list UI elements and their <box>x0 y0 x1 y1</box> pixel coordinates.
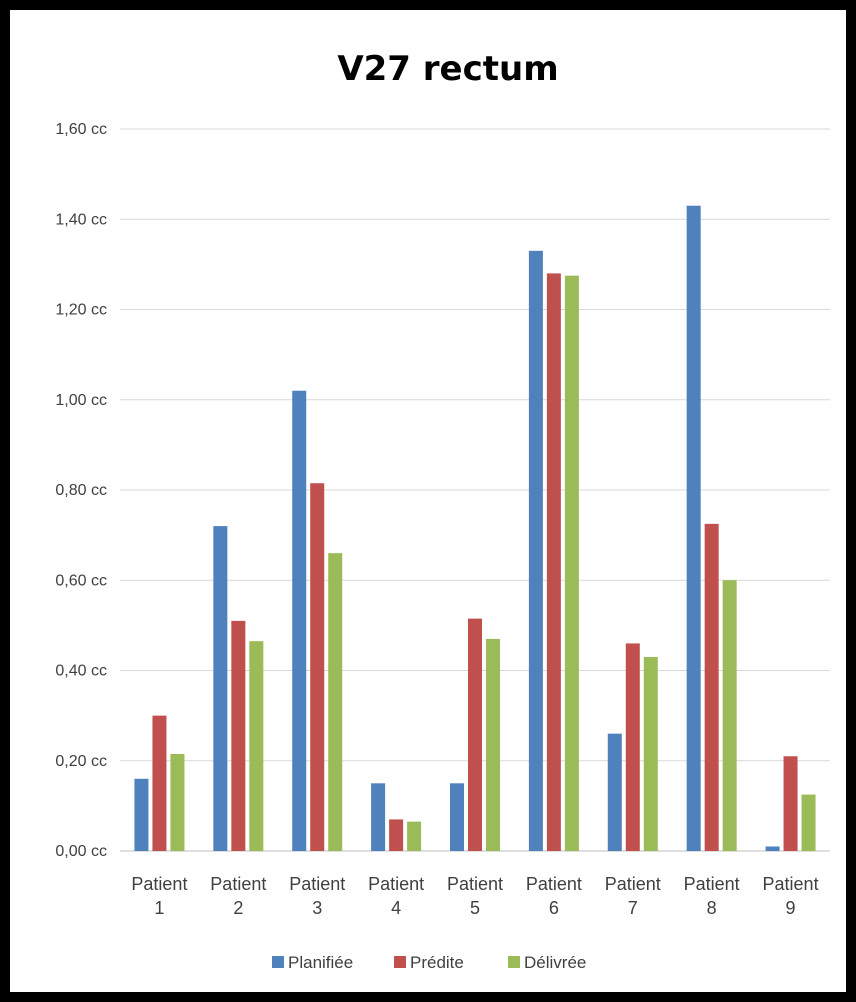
legend-swatch <box>508 956 520 968</box>
x-tick-label: Patient 7 <box>605 874 661 918</box>
bar-prédite-7 <box>625 643 640 851</box>
bar-délivrée-4 <box>407 821 422 851</box>
y-tick-label: 1,40 cc <box>55 211 107 228</box>
bar-planifiée-6 <box>528 250 543 851</box>
bar-planifiée-5 <box>450 783 464 851</box>
bar-délivrée-5 <box>486 638 500 851</box>
y-tick-label: 0,60 cc <box>55 572 107 589</box>
bar-délivrée-1 <box>170 753 185 851</box>
x-tick-label: Patient 3 <box>289 874 345 918</box>
legend-swatch <box>272 956 284 968</box>
bar-planifiée-3 <box>292 390 307 851</box>
x-tick-label: Patient 8 <box>684 874 740 918</box>
legend-swatch <box>394 956 406 968</box>
x-tick-label: Patient 6 <box>526 874 582 918</box>
legend-label: Planifiée <box>288 953 353 972</box>
x-tick-label: Patient 9 <box>763 874 819 918</box>
bar-délivrée-8 <box>722 580 737 851</box>
bar-planifiée-7 <box>607 733 622 851</box>
bar-planifiée-2 <box>213 526 228 851</box>
x-tick-label: Patient 5 <box>447 874 503 918</box>
bars <box>134 205 816 851</box>
bar-prédite-5 <box>468 618 482 851</box>
bar-délivrée-2 <box>249 641 264 851</box>
y-tick-label: 0,80 cc <box>55 482 107 499</box>
legend: Planifiée Prédite Délivrée <box>272 953 586 972</box>
chart-title: V27 rectum <box>337 49 558 89</box>
bar-prédite-6 <box>546 273 561 851</box>
bar-chart: V27 rectum 0,00 cc0,20 cc0,40 cc0,60 cc0… <box>55 49 830 972</box>
bar-prédite-9 <box>783 756 798 851</box>
bar-planifiée-1 <box>134 778 149 851</box>
x-tick-label: Patient 2 <box>210 874 266 918</box>
x-axis: Patient 1 Patient 2 Patient 3 Patient 4 Patient 5… <box>131 874 818 918</box>
bar-planifiée-8 <box>686 205 701 851</box>
bar-prédite-3 <box>310 483 325 851</box>
y-tick-label: 1,60 cc <box>55 121 107 138</box>
bar-délivrée-6 <box>564 275 579 851</box>
y-tick-label: 0,00 cc <box>55 843 107 860</box>
y-tick-label: 1,00 cc <box>55 392 107 409</box>
bar-prédite-2 <box>231 620 246 851</box>
bar-prédite-4 <box>389 819 404 851</box>
chart-frame: V27 rectum 0,00 cc 0,20 cc 0,40 cc 0,60 cc 0… <box>10 10 846 992</box>
legend-label: Délivrée <box>524 953 586 972</box>
bar-prédite-1 <box>152 715 167 851</box>
bar-planifiée-4 <box>371 783 386 851</box>
y-tick-label: 1,20 cc <box>55 302 107 319</box>
bar-délivrée-7 <box>643 656 658 851</box>
y-axis: 0,00 cc 0,20 cc 0,40 cc 0,60 cc 0,80 cc 1,00 … <box>55 121 107 860</box>
legend-label: Prédite <box>410 953 464 972</box>
y-tick-label: 0,40 cc <box>55 663 107 680</box>
bar-prédite-8 <box>704 523 719 851</box>
bar-délivrée-3 <box>328 553 343 851</box>
x-tick-label: Patient 1 <box>131 874 187 918</box>
y-tick-label: 0,20 cc <box>55 753 107 770</box>
x-tick-label: Patient 4 <box>368 874 424 918</box>
bar-délivrée-9 <box>801 794 816 851</box>
bar-planifiée-9 <box>765 846 780 851</box>
